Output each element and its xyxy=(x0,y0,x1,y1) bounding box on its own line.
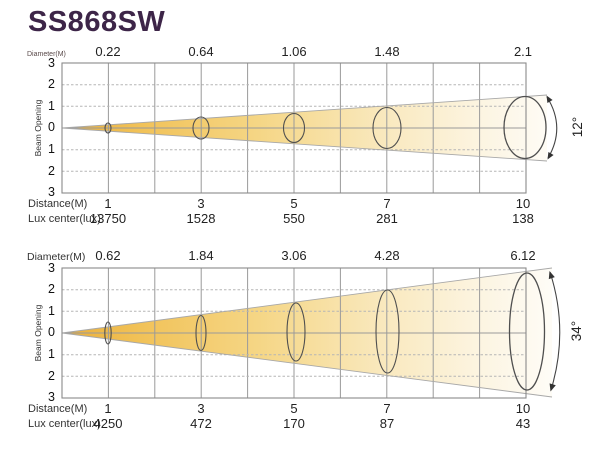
beam-angle-label-2: 34° xyxy=(569,320,584,342)
distance-value: 10 xyxy=(515,196,531,211)
y-tick: 1 xyxy=(48,98,55,113)
y-tick: 3 xyxy=(48,55,55,70)
plot-border-2 xyxy=(61,267,527,399)
diameter-value: 2.1 xyxy=(513,44,533,59)
lux-value: 13750 xyxy=(89,211,127,226)
y-axis-label-2: Beam Opening xyxy=(33,304,43,362)
distance-value: 5 xyxy=(290,401,298,416)
lux-axis-label-1: Lux center(lux) xyxy=(28,213,101,225)
diameter-value: 1.84 xyxy=(188,248,214,263)
beam-ellipses-1 xyxy=(104,95,547,160)
distance-value: 10 xyxy=(515,401,531,416)
diameter-value: 3.06 xyxy=(281,248,307,263)
y-tick: 1 xyxy=(48,303,55,318)
y-tick: 2 xyxy=(48,368,55,383)
y-tick: 3 xyxy=(48,260,55,275)
grid-horizontal-lines-1 xyxy=(62,84,526,172)
lux-value: 87 xyxy=(379,416,395,431)
y-tick: 3 xyxy=(48,185,55,200)
beam-chart-1-graphic xyxy=(61,62,558,194)
distance-value: 1 xyxy=(104,196,112,211)
distance-value: 3 xyxy=(197,196,205,211)
distance-axis-label-2: Distance(M) xyxy=(28,403,88,415)
y-axis-label-1: Beam Opening xyxy=(33,99,43,157)
y-tick: 1 xyxy=(48,142,55,156)
y-tick: 0 xyxy=(48,120,55,135)
lux-value: 281 xyxy=(376,211,398,226)
beam-chart-2-graphic xyxy=(61,267,561,399)
diameter-value: 1.06 xyxy=(281,44,307,59)
y-tick: 2 xyxy=(48,163,55,178)
distance-value: 1 xyxy=(104,401,112,416)
page-title: SS868SW xyxy=(28,6,166,38)
diameter-axis-label-1: Diameter(M) xyxy=(27,51,66,58)
grid-horizontal-lines-2 xyxy=(62,289,526,377)
lux-value: 4250 xyxy=(93,416,123,431)
angle-arc-1 xyxy=(546,95,558,160)
beam-cone-edges-2 xyxy=(61,267,553,398)
distance-value: 3 xyxy=(197,401,205,416)
lux-value: 1528 xyxy=(186,211,216,226)
beam-ellipses-2 xyxy=(104,272,546,391)
lux-value: 43 xyxy=(515,416,531,431)
plot-border-1 xyxy=(61,62,527,194)
y-tick: 2 xyxy=(48,282,55,296)
diameter-value: 0.64 xyxy=(188,44,214,59)
lux-value: 472 xyxy=(190,416,212,431)
angle-arc-2 xyxy=(548,271,561,392)
diameter-value: 0.62 xyxy=(95,248,121,263)
y-tick: 1 xyxy=(48,347,55,361)
lux-axis-label-2: Lux center(lux) xyxy=(28,418,101,430)
lux-value: 138 xyxy=(512,211,534,226)
beam-cone-edges-1 xyxy=(61,94,548,162)
distance-value: 7 xyxy=(383,196,391,211)
diameter-value: 4.28 xyxy=(374,248,400,263)
distance-value: 5 xyxy=(290,196,298,211)
diameter-value: 0.22 xyxy=(95,44,121,59)
diameter-axis-label-2: Diameter(M) xyxy=(27,251,86,263)
diameter-value: 6.12 xyxy=(510,248,536,263)
lux-value: 170 xyxy=(283,416,305,431)
y-tick: 0 xyxy=(48,325,55,340)
beam-angle-label-1: 12° xyxy=(570,116,585,138)
y-tick: 3 xyxy=(48,390,55,405)
lux-value: 550 xyxy=(283,211,305,226)
distance-axis-label-1: Distance(M) xyxy=(28,198,88,210)
y-tick: 2 xyxy=(48,77,55,91)
diameter-value: 1.48 xyxy=(374,44,400,59)
distance-value: 7 xyxy=(383,401,391,416)
